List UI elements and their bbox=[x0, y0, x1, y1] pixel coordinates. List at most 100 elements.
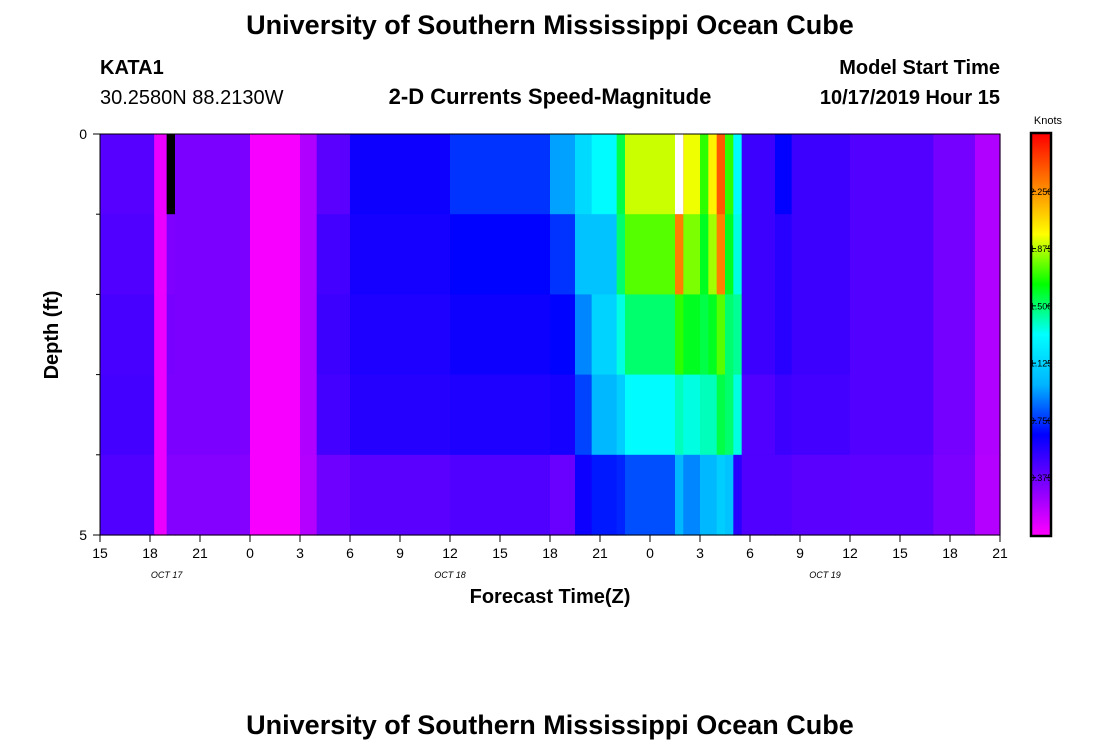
heatmap-cell bbox=[725, 134, 734, 215]
heatmap-cell bbox=[250, 134, 301, 215]
colorbar-tick-label: 1.875 bbox=[1030, 244, 1053, 254]
heatmap-cell bbox=[700, 214, 709, 295]
heatmap-cell bbox=[683, 454, 701, 536]
heatmap-cell bbox=[675, 454, 684, 536]
heatmap-cell bbox=[550, 454, 576, 536]
heatmap-cell bbox=[708, 454, 718, 536]
date-label: OCT 18 bbox=[434, 570, 466, 580]
heatmap-cell bbox=[933, 214, 976, 295]
x-tick-label: 21 bbox=[592, 545, 608, 561]
date-label: OCT 17 bbox=[151, 570, 184, 580]
heatmap-cell bbox=[154, 454, 168, 536]
heatmap-cell bbox=[575, 214, 593, 295]
heatmap-cell bbox=[775, 374, 793, 456]
heatmap-cell bbox=[708, 134, 718, 215]
heatmap-cell bbox=[616, 454, 626, 536]
date-labels: OCT 17 OCT 18 OCT 19 bbox=[151, 570, 841, 580]
heatmap-cell bbox=[450, 214, 551, 295]
missing-data-cell bbox=[166, 134, 175, 215]
y-axis-label: Depth (ft) bbox=[41, 291, 63, 380]
heatmap-cell bbox=[350, 374, 451, 456]
x-tick-label: 9 bbox=[796, 545, 804, 561]
x-tick-label: 21 bbox=[992, 545, 1008, 561]
heatmap-cell bbox=[791, 374, 851, 456]
heatmap-cell bbox=[591, 294, 618, 376]
heatmap-cell bbox=[775, 294, 793, 376]
heatmap-cell bbox=[100, 214, 155, 295]
heatmap-cell bbox=[591, 134, 618, 215]
heatmap-cell bbox=[683, 214, 701, 295]
heatmap-cell bbox=[708, 214, 718, 295]
heatmap-cell bbox=[250, 374, 301, 456]
x-tick-label: 15 bbox=[492, 545, 508, 561]
heatmap-cell bbox=[625, 214, 676, 295]
model-start-label: Model Start Time bbox=[839, 57, 1000, 79]
heatmap-cell bbox=[791, 454, 851, 536]
heatmap-cell bbox=[100, 374, 155, 456]
y-axis: 05 bbox=[79, 126, 100, 543]
heatmap-cell bbox=[625, 374, 676, 456]
heatmap-cell bbox=[733, 134, 743, 215]
colorbar: Knots bbox=[1029, 115, 1063, 538]
colorbar-tick-label: 1.125 bbox=[1030, 359, 1053, 369]
heatmap-cell bbox=[450, 294, 551, 376]
heatmap-cell bbox=[933, 134, 976, 215]
x-tick-label: 15 bbox=[892, 545, 908, 561]
heatmap-cell bbox=[775, 454, 793, 536]
heatmap-cell bbox=[316, 214, 351, 295]
colorbar-frame bbox=[1029, 131, 1053, 538]
x-tick-label: 12 bbox=[442, 545, 458, 561]
heatmap-cell bbox=[591, 214, 618, 295]
x-axis: 15 18 21 0 3 6 9 12 15 18 21 0 3 6 9 12 15 18 21 bbox=[92, 535, 1008, 561]
heatmap-cell bbox=[166, 294, 176, 376]
heatmap-cell bbox=[975, 454, 1001, 536]
heatmap-cell bbox=[725, 374, 734, 456]
heatmap-cell bbox=[450, 374, 551, 456]
x-tick-label: 18 bbox=[942, 545, 958, 561]
heatmap-cell bbox=[791, 214, 851, 295]
heatmap-cell bbox=[175, 454, 251, 536]
heatmap-cell bbox=[700, 374, 709, 456]
x-tick-label: 6 bbox=[746, 545, 754, 561]
heatmap-cell bbox=[675, 374, 684, 456]
heatmap-cell bbox=[154, 214, 168, 295]
heatmap-cell bbox=[933, 454, 976, 536]
heatmap-cell bbox=[616, 214, 626, 295]
x-tick-label: 3 bbox=[696, 545, 704, 561]
heatmap-cell bbox=[741, 374, 776, 456]
missing-data-cell bbox=[675, 134, 684, 215]
heatmap-cell bbox=[975, 374, 1001, 456]
heatmap-cell bbox=[733, 374, 743, 456]
heatmap-cell bbox=[450, 454, 551, 536]
heatmap-cell bbox=[350, 214, 451, 295]
heatmap-cell bbox=[741, 454, 776, 536]
heatmap-cell bbox=[154, 374, 168, 456]
heatmap-cell bbox=[850, 134, 934, 215]
colorbar-tick-label: 2.250 bbox=[1030, 187, 1053, 197]
heatmap-cell bbox=[725, 294, 734, 376]
heatmap-cell bbox=[350, 134, 451, 215]
x-tick-label: 0 bbox=[646, 545, 654, 561]
heatmap-cell bbox=[300, 214, 318, 295]
heatmap-cell bbox=[300, 454, 318, 536]
station-id: KATA1 bbox=[100, 57, 164, 79]
x-tick-label: 15 bbox=[92, 545, 108, 561]
heatmap-cell bbox=[716, 134, 726, 215]
heatmap-cell bbox=[625, 134, 676, 215]
heatmap-cell bbox=[575, 374, 593, 456]
heatmap-cell bbox=[700, 294, 709, 376]
heatmap-cell bbox=[725, 214, 734, 295]
heatmap-cell bbox=[933, 374, 976, 456]
heatmap-cell bbox=[250, 294, 301, 376]
colorbar-label: Knots bbox=[1034, 115, 1063, 127]
heatmap-cell bbox=[616, 134, 626, 215]
y-tick-label: 5 bbox=[79, 527, 87, 543]
heatmap-cell bbox=[100, 454, 155, 536]
heatmap-cell bbox=[733, 454, 743, 536]
heatmap-cell bbox=[975, 294, 1001, 376]
heatmap-cell bbox=[154, 134, 168, 215]
heatmap-cell bbox=[700, 134, 709, 215]
heatmap-cell bbox=[316, 374, 351, 456]
heatmap-cell bbox=[716, 294, 726, 376]
